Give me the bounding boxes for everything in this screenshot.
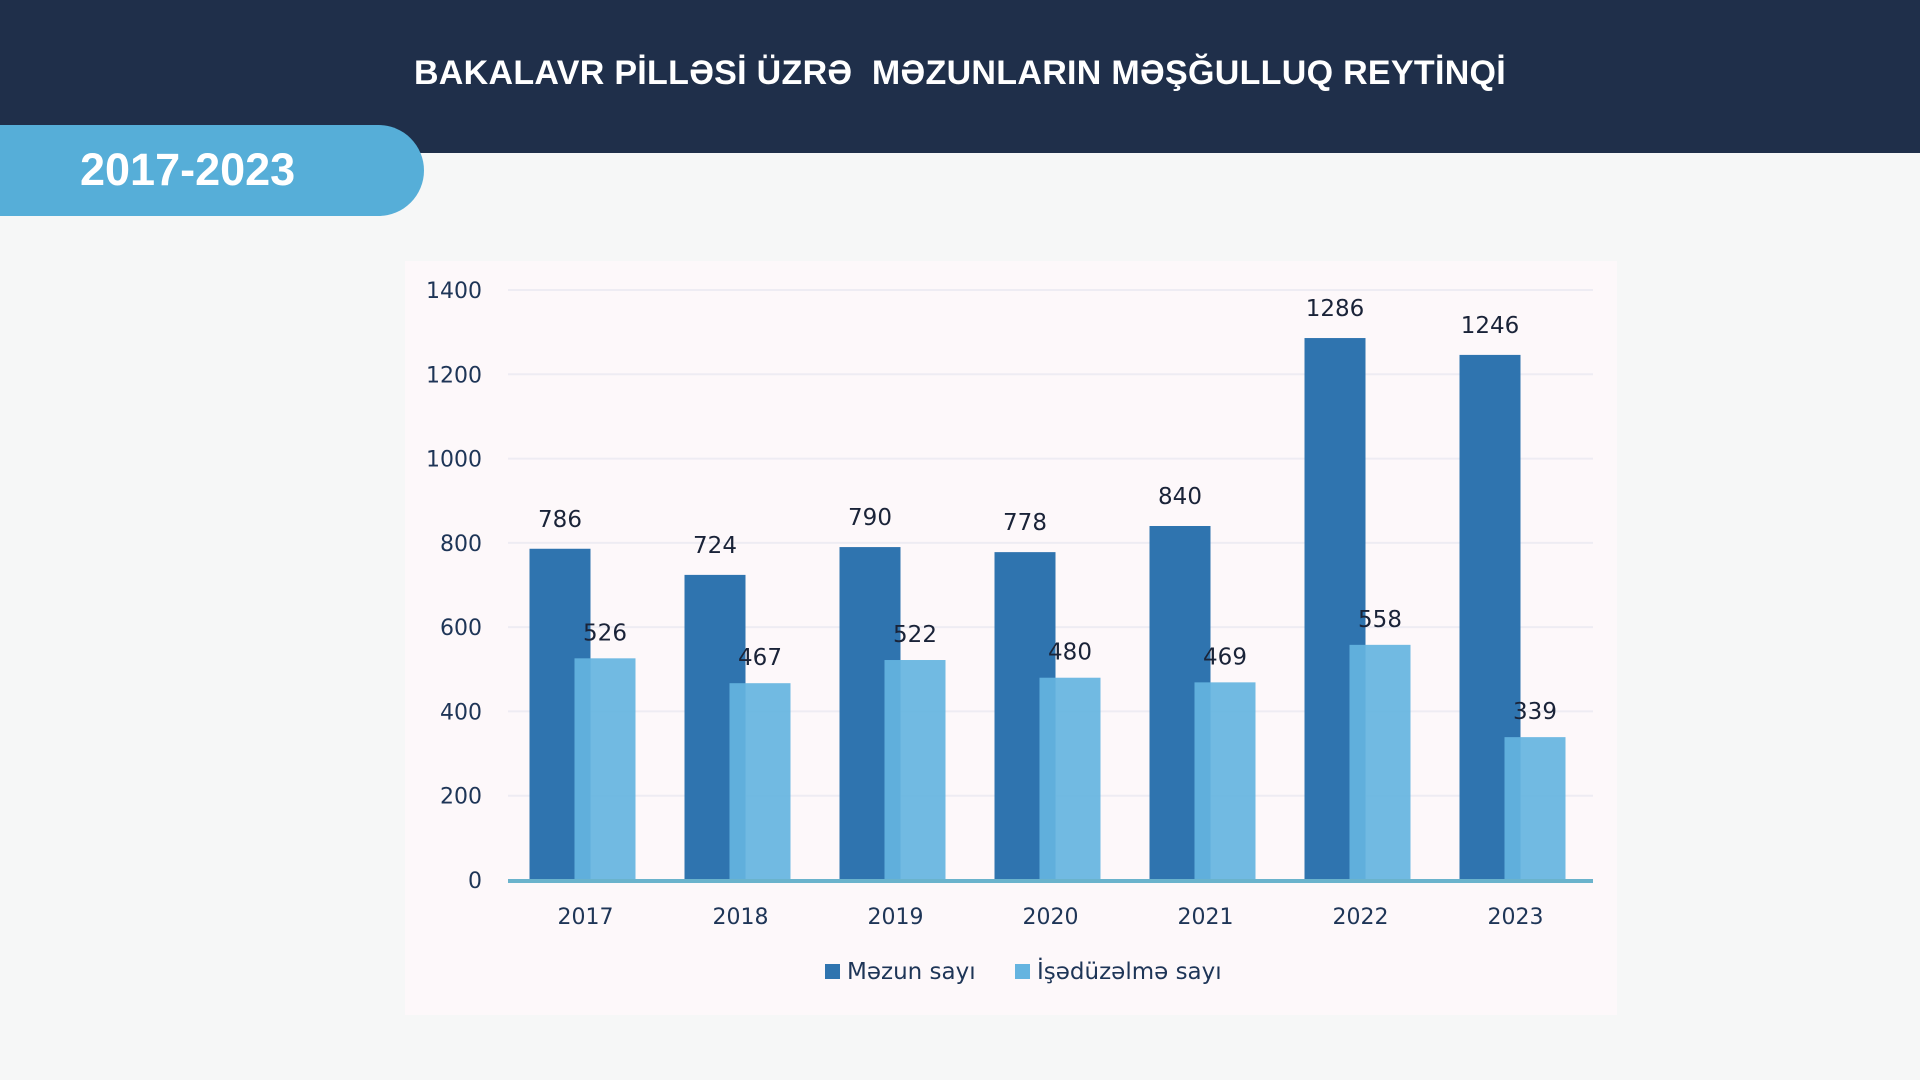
x-tick-label: 2019 (868, 905, 924, 930)
y-tick-label: 200 (440, 785, 482, 810)
bar-employment (1504, 737, 1566, 880)
legend-label: İşədüzəlmə sayı (1037, 957, 1222, 985)
data-label-graduates: 1246 (1461, 313, 1520, 339)
data-label-employment: 480 (1048, 640, 1092, 666)
data-label-employment: 339 (1513, 699, 1557, 725)
legend-swatch (1015, 964, 1030, 979)
y-axis-ticks: 0 200 400 600 800 1000 1200 1400 (426, 279, 482, 894)
x-tick-label: 2021 (1178, 905, 1234, 930)
data-label-employment: 558 (1358, 607, 1402, 633)
x-tick-label: 2022 (1333, 905, 1389, 930)
legend: Məzun sayı İşədüzəlmə sayı (825, 957, 1222, 985)
x-tick-label: 2023 (1488, 905, 1544, 930)
bars (529, 338, 1566, 880)
bar-employment (574, 658, 636, 880)
data-label-employment: 522 (893, 622, 937, 648)
y-tick-label: 1400 (426, 279, 482, 304)
data-label-graduates: 790 (848, 505, 892, 531)
data-label-employment: 469 (1203, 644, 1247, 670)
x-tick-label: 2020 (1023, 905, 1079, 930)
data-label-graduates: 778 (1003, 510, 1047, 536)
data-label-graduates: 724 (693, 533, 737, 559)
bar-employment (1194, 682, 1256, 880)
y-tick-label: 1200 (426, 363, 482, 388)
y-tick-label: 800 (440, 532, 482, 557)
x-tick-label: 2017 (558, 905, 614, 930)
period-badge: 2017-2023 (0, 125, 424, 216)
data-label-graduates: 840 (1158, 484, 1202, 510)
y-tick-label: 1000 (426, 448, 482, 473)
period-badge-label: 2017-2023 (80, 144, 296, 195)
data-label-employment: 467 (738, 645, 782, 671)
chart-panel: 0 200 400 600 800 1000 1200 1400 786 526 724 467 79… (405, 261, 1617, 1015)
y-tick-label: 400 (440, 700, 482, 725)
legend-swatch (825, 964, 840, 979)
y-tick-label: 0 (468, 869, 482, 894)
bar-employment (729, 683, 791, 880)
bar-employment (1039, 677, 1101, 880)
x-tick-label: 2018 (713, 905, 769, 930)
bar-employment (1349, 644, 1411, 880)
y-tick-label: 600 (440, 616, 482, 641)
data-labels: 786 526 724 467 790 522 778 480 840 469 1286 558 124… (538, 296, 1557, 725)
data-label-graduates: 1286 (1306, 296, 1365, 322)
data-label-employment: 526 (583, 620, 627, 646)
bar-employment (884, 660, 946, 880)
bar-chart: 0 200 400 600 800 1000 1200 1400 786 526 724 467 79… (426, 279, 1593, 985)
page-title: BAKALAVR PİLLƏSİ ÜZRƏ MƏZUNLARIN MƏŞĞULL… (413, 54, 1507, 92)
x-axis: 2017 2018 2019 2020 2021 2022 2023 (508, 879, 1593, 930)
legend-label: Məzun sayı (847, 959, 976, 985)
data-label-graduates: 786 (538, 507, 582, 533)
